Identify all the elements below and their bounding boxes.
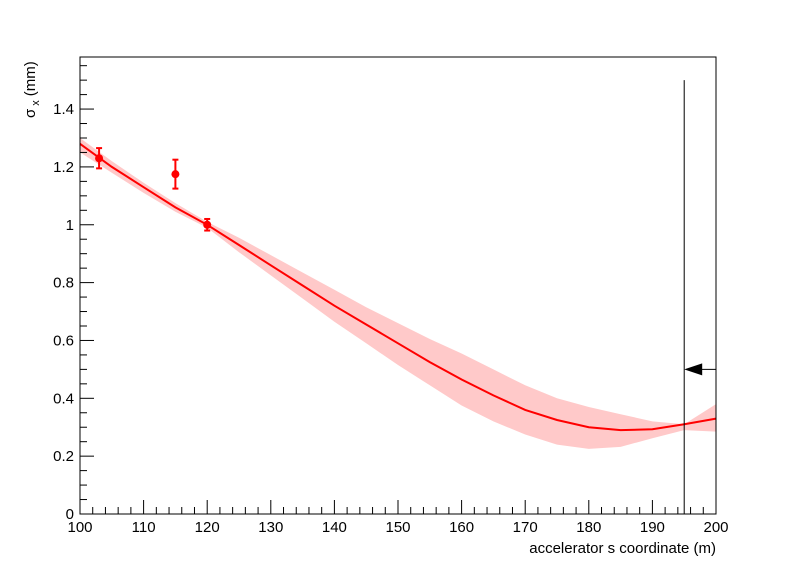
y-tick-label: 0.4 bbox=[53, 390, 74, 407]
x-axis-label: accelerator s coordinate (m) bbox=[529, 540, 716, 557]
marker-layer bbox=[683, 80, 716, 514]
x-tick-label: 190 bbox=[640, 519, 665, 536]
y-tick-label: 0.2 bbox=[53, 448, 74, 465]
y-tick-label: 1.2 bbox=[53, 159, 74, 176]
data-point-marker bbox=[203, 220, 212, 229]
y-axis-label-sub: x bbox=[30, 100, 42, 106]
arrow-head bbox=[684, 363, 703, 376]
y-tick-label: 1.4 bbox=[53, 101, 74, 118]
y-axis-label: σx (mm) bbox=[22, 61, 42, 118]
x-tick-label: 200 bbox=[703, 519, 728, 536]
x-tick-label: 100 bbox=[67, 519, 92, 536]
x-tick-label: 170 bbox=[513, 519, 538, 536]
x-tick-label: 110 bbox=[132, 519, 156, 536]
data-points bbox=[95, 147, 212, 232]
data-point bbox=[95, 147, 104, 170]
data-point bbox=[171, 158, 180, 190]
x-tick-label: 130 bbox=[258, 519, 283, 536]
y-tick-label: 0 bbox=[66, 506, 74, 523]
y-axis: 0 0.2 0.4 0.6 0.8 1 1.2 1.4 bbox=[53, 65, 94, 523]
fit-curve bbox=[79, 142, 717, 432]
y-tick-label: 0.8 bbox=[53, 275, 74, 292]
x-tick-label: 120 bbox=[195, 519, 220, 536]
x-tick-label: 150 bbox=[385, 519, 410, 536]
y-tick-label: 0.6 bbox=[53, 332, 74, 349]
y-axis-label-main: σ bbox=[22, 108, 39, 118]
x-axis: 100 110 120 130 140 150 160 170 180 190 200 bbox=[67, 500, 729, 536]
x-tick-label: 180 bbox=[576, 519, 601, 536]
x-tick-label: 160 bbox=[449, 519, 474, 536]
y-tick-label: 1 bbox=[66, 217, 74, 234]
data-point bbox=[203, 217, 212, 232]
data-point-marker bbox=[171, 170, 180, 179]
y-axis-label-unit: (mm) bbox=[22, 61, 39, 96]
x-tick-label: 140 bbox=[322, 519, 347, 536]
data-point-marker bbox=[95, 154, 104, 163]
